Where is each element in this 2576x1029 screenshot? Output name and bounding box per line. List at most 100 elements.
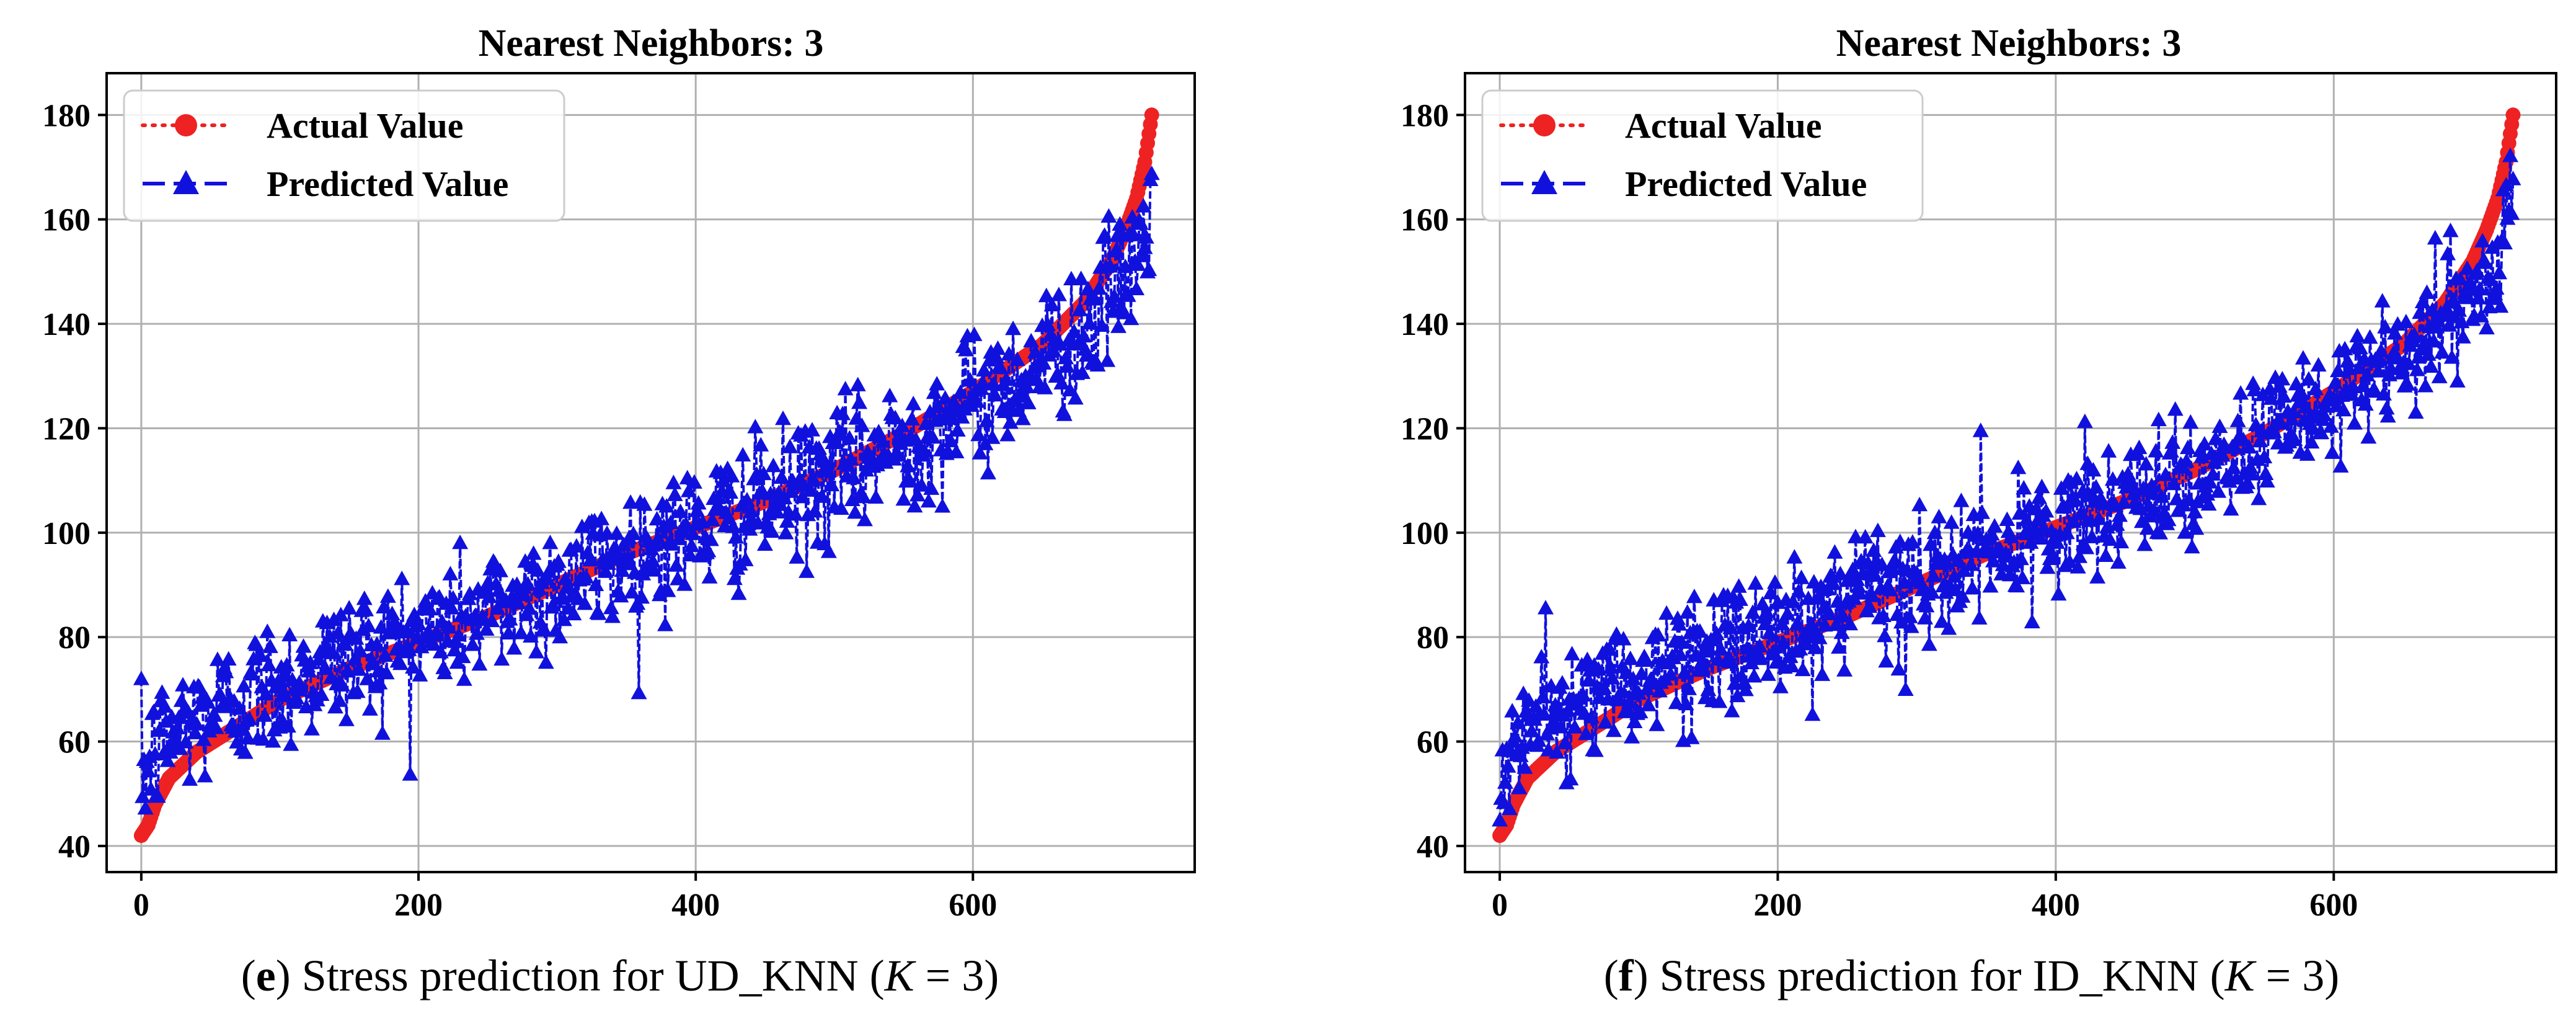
predicted-point (828, 434, 844, 449)
predicted-point (895, 491, 912, 506)
predicted-point (1052, 336, 1069, 351)
predicted-point (464, 636, 481, 651)
predicted-point (446, 641, 463, 657)
predicted-point (2242, 459, 2259, 474)
predicted-point (1867, 567, 1883, 582)
predicted-point (665, 474, 682, 489)
predicted-point (379, 588, 396, 603)
predicted-point (856, 512, 873, 527)
predicted-point (288, 690, 305, 705)
predicted-point (805, 471, 822, 486)
predicted-point (2251, 491, 2267, 506)
predicted-point (820, 543, 837, 558)
predicted-point (1143, 165, 1160, 180)
predicted-point (1554, 675, 1570, 690)
predicted-point (412, 667, 428, 682)
predicted-point (608, 525, 625, 540)
predicted-point (764, 523, 781, 538)
predicted-point (1002, 414, 1019, 429)
predicted-point (807, 503, 823, 518)
predicted-point (1901, 608, 1918, 623)
predicted-point (704, 512, 720, 527)
predicted-point (332, 607, 349, 621)
predicted-point (1081, 314, 1098, 330)
predicted-point (949, 422, 966, 437)
predicted-point (349, 683, 366, 698)
predicted-point (1775, 635, 1792, 649)
predicted-point (2295, 350, 2311, 365)
predicted-point (1613, 684, 1629, 698)
predicted-point (970, 426, 987, 442)
predicted-point (690, 495, 707, 510)
predicted-point (1040, 316, 1056, 331)
predicted-point (2073, 505, 2089, 520)
plot-area (1492, 107, 2521, 844)
predicted-point (573, 519, 590, 533)
predicted-point (2412, 304, 2428, 319)
predicted-point (500, 625, 517, 639)
chart-panel-e: Nearest Neighbors: 3 40 60 80 100 120 140 160 1… (42, 22, 1196, 1000)
predicted-point (974, 374, 991, 389)
predicted-point (2431, 368, 2448, 383)
predicted-point (1009, 351, 1025, 367)
predicted-point (2148, 443, 2164, 458)
y-tick-label: 140 (1401, 307, 1449, 342)
predicted-point (481, 589, 497, 604)
predicted-point (2097, 547, 2114, 562)
predicted-point (1925, 568, 1942, 582)
predicted-point (1089, 357, 1106, 372)
predicted-point (684, 525, 701, 540)
predicted-point (2160, 511, 2177, 527)
predicted-point (478, 621, 495, 636)
predicted-point (1950, 552, 1967, 567)
predicted-point (901, 471, 918, 486)
y-axis-ticks: 40 60 80 100 120 140 160 180 (1401, 98, 1465, 865)
predicted-point (568, 538, 585, 553)
predicted-point (658, 498, 675, 513)
predicted-point (1611, 692, 1627, 706)
caption-body: ) Stress prediction for ID_KNN ( (1634, 951, 2225, 1000)
predicted-point (1053, 375, 1070, 390)
predicted-point (2299, 446, 2316, 461)
predicted-point (182, 771, 198, 786)
predicted-point (2038, 503, 2055, 518)
predicted-point (1619, 702, 1636, 717)
predicted-point (1631, 685, 1647, 700)
predicted-point (1793, 569, 1810, 584)
predicted-point (2482, 271, 2499, 287)
predicted-point (338, 711, 355, 726)
predicted-point (1730, 578, 1747, 593)
predicted-point (851, 394, 867, 409)
caption-k-symbol: K (884, 951, 917, 1000)
predicted-point (2179, 439, 2196, 455)
predicted-point (175, 677, 191, 692)
predicted-point (724, 468, 740, 483)
legend-predicted-marker (173, 170, 199, 194)
predicted-point (689, 502, 706, 517)
predicted-point (474, 608, 490, 623)
predicted-point (1662, 666, 1679, 681)
predicted-point (1790, 583, 1807, 598)
predicted-point (2349, 327, 2366, 342)
predicted-point (1831, 639, 1848, 654)
predicted-point (442, 566, 459, 581)
predicted-point (2144, 485, 2161, 500)
predicted-point (738, 492, 755, 507)
predicted-point (206, 707, 223, 722)
predicted-point (317, 660, 334, 675)
predicted-point (521, 600, 538, 615)
predicted-point (1947, 581, 1964, 597)
predicted-point (2078, 540, 2095, 555)
predicted-point (1601, 641, 1618, 656)
predicted-point (773, 469, 790, 484)
predicted-point (1931, 509, 1947, 523)
predicted-point (413, 638, 430, 654)
predicted-point (283, 736, 299, 751)
predicted-point (154, 684, 170, 699)
predicted-point (248, 636, 265, 651)
predicted-point (2327, 375, 2344, 390)
y-tick-label: 100 (1401, 516, 1449, 551)
predicted-point (2012, 550, 2029, 566)
predicted-point (2451, 302, 2468, 317)
x-tick-label: 200 (1753, 888, 1802, 923)
